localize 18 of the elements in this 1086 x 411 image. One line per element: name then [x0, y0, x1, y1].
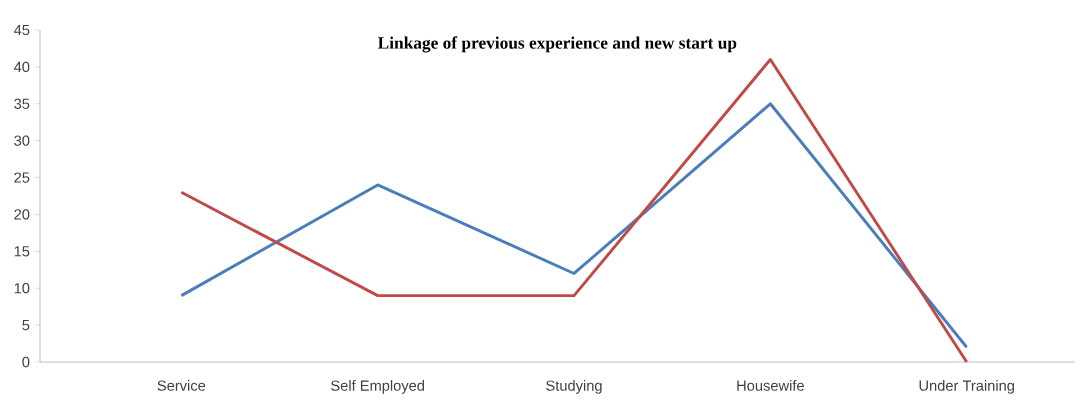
- y-tick-label: 25: [14, 172, 30, 183]
- y-tick-label: 5: [22, 320, 30, 331]
- chart-title: Linkage of previous experience and new start up: [377, 36, 737, 53]
- y-tick-label: 35: [14, 98, 30, 109]
- y-tick-label: 45: [13, 24, 30, 36]
- line-series: [179, 102, 969, 349]
- y-tick-label: 40: [13, 61, 30, 73]
- x-tick-label: Self Employed: [331, 380, 425, 394]
- y-tick-label: 10: [14, 283, 30, 294]
- x-tick-label: Service: [157, 380, 206, 391]
- line-series: [179, 58, 969, 364]
- x-tick-label: Studying: [546, 380, 602, 394]
- x-tick-label: Under Training: [919, 380, 1014, 394]
- x-tick-label: Housewife: [737, 380, 804, 391]
- y-tick-label: 30: [14, 135, 30, 146]
- y-tick-label: 20: [14, 209, 30, 220]
- y-tick-label: 15: [14, 246, 30, 257]
- y-tick-label: 0: [22, 356, 30, 368]
